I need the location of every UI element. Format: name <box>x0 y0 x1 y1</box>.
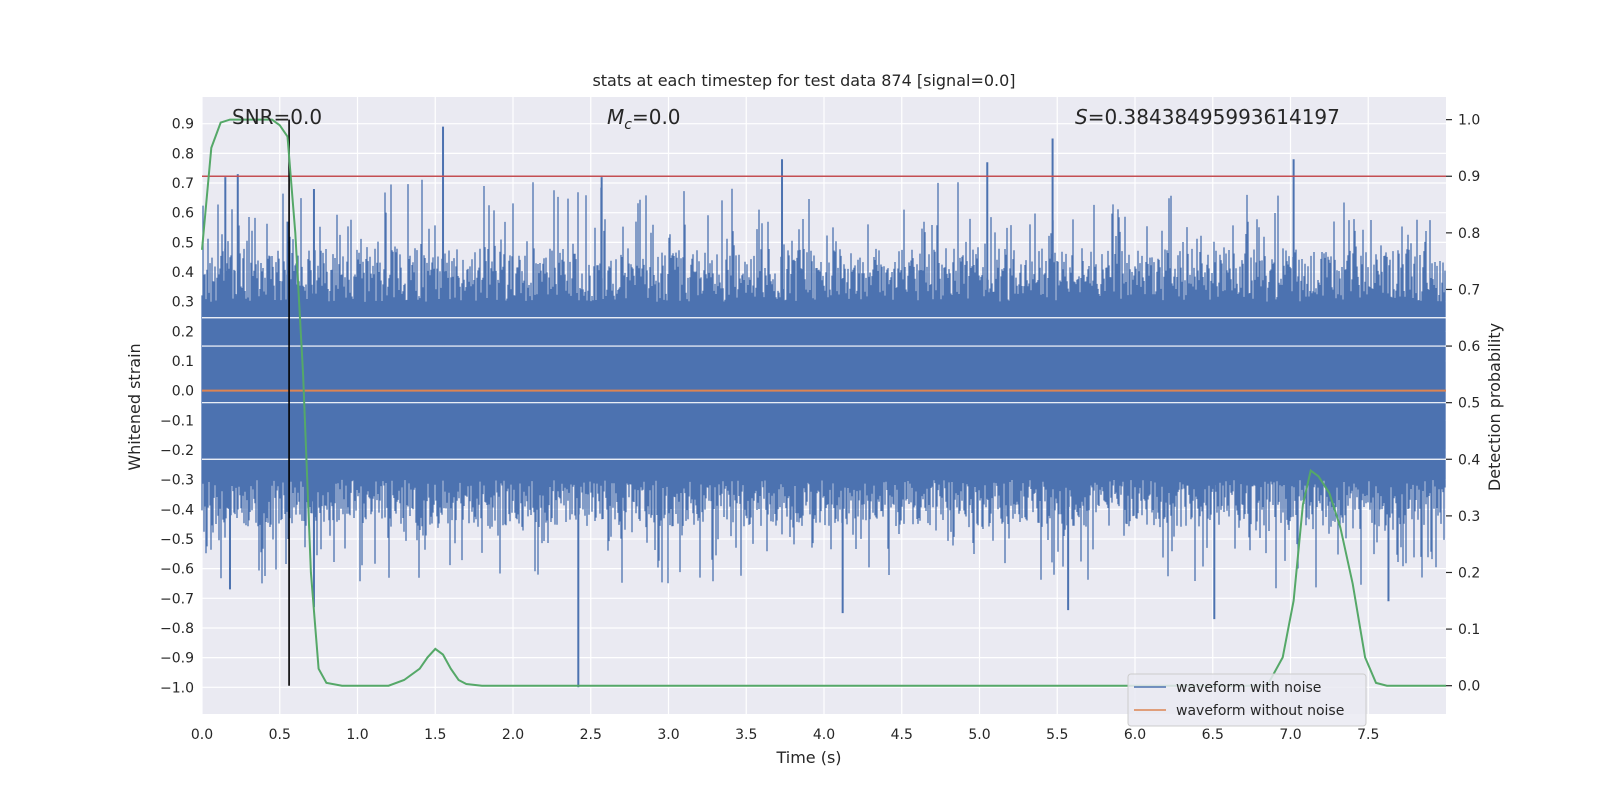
x-axis-ticks: 0.0 0.5 1.0 1.5 2.0 2.5 3.0 3.5 4.0 4.5 5.0 5.5 6.0 6… <box>191 727 1380 743</box>
y2-tick-label: 0.3 <box>1458 509 1480 525</box>
y2-tick-label: 0.1 <box>1458 622 1480 638</box>
s-value: =0.38438495993614197 <box>1088 105 1340 129</box>
x-tick-label: 2.0 <box>502 727 524 743</box>
x-tick-label: 6.5 <box>1202 727 1224 743</box>
y-tick-label: −0.9 <box>160 651 194 667</box>
y2-tick-label: 0.8 <box>1458 226 1480 242</box>
y-tick-label: −0.2 <box>160 443 194 459</box>
x-tick-label: 5.0 <box>968 727 990 743</box>
y-tick-label: 0.2 <box>172 324 194 340</box>
y-tick-label: −0.6 <box>160 562 194 578</box>
chart-title: stats at each timestep for test data 874… <box>592 71 1015 90</box>
legend: waveform with noise waveform without noi… <box>1127 673 1367 727</box>
y-tick-label: 0.6 <box>172 206 194 222</box>
y-tick-label: −0.7 <box>160 591 194 607</box>
y-tick-label: −0.3 <box>160 473 194 489</box>
y2-axis-ticks: 1.0 0.9 0.8 0.7 0.6 0.5 0.4 0.3 0.2 0.1 0.0 <box>1446 113 1480 695</box>
x-tick-label: 6.0 <box>1124 727 1146 743</box>
x-tick-label: 0.5 <box>269 727 291 743</box>
snr-annotation: SNR=0.0 <box>232 105 322 129</box>
y-tick-label: 0.9 <box>172 117 194 133</box>
x-tick-label: 1.5 <box>424 727 446 743</box>
s-annotation: S=0.38438495993614197 <box>1075 105 1340 129</box>
chirp-mass-annotation: Mc=0.0 <box>607 105 681 133</box>
mc-value: =0.0 <box>632 105 681 129</box>
y-axis-ticks: 0.9 0.8 0.7 0.6 0.5 0.4 0.3 0.2 0.1 0.0 −0.1 −0.2 −0… <box>160 117 194 697</box>
y-tick-label: 0.1 <box>172 354 194 370</box>
horizontal-gridlines-overlay <box>202 317 1446 460</box>
y-tick-label: −1.0 <box>160 680 194 696</box>
x-tick-label: 5.5 <box>1046 727 1068 743</box>
y2-tick-label: 0.2 <box>1458 565 1480 581</box>
mc-subscript: c <box>624 117 632 133</box>
y-tick-label: −0.1 <box>160 413 194 429</box>
y-tick-label: 0.5 <box>172 235 194 251</box>
y-tick-label: 0.4 <box>172 265 194 281</box>
x-tick-label: 4.0 <box>813 727 835 743</box>
y-tick-label: −0.4 <box>160 502 194 518</box>
y2-tick-label: 0.7 <box>1458 282 1480 298</box>
s-symbol: S <box>1075 105 1088 129</box>
x-tick-label: 4.5 <box>891 727 913 743</box>
y-tick-label: 0.8 <box>172 146 194 162</box>
x-tick-label: 0.0 <box>191 727 213 743</box>
x-axis-label: Time (s) <box>775 748 841 767</box>
x-tick-label: 1.0 <box>346 727 368 743</box>
y2-tick-label: 0.4 <box>1458 452 1480 468</box>
y-axis-label: Whitened strain <box>125 343 144 470</box>
x-tick-label: 3.5 <box>735 727 757 743</box>
y-tick-label: 0.3 <box>172 295 194 311</box>
y2-tick-label: 0.5 <box>1458 396 1480 412</box>
legend-box <box>1127 673 1367 727</box>
x-tick-label: 2.5 <box>580 727 602 743</box>
y2-axis-label: Detection probability <box>1485 323 1504 491</box>
legend-label-clean: waveform without noise <box>1176 703 1344 719</box>
y2-tick-label: 0.6 <box>1458 339 1480 355</box>
mc-symbol: M <box>607 105 624 129</box>
y2-tick-label: 0.9 <box>1458 169 1480 185</box>
x-tick-label: 3.0 <box>657 727 679 743</box>
x-tick-label: 7.5 <box>1357 727 1379 743</box>
y-tick-label: −0.5 <box>160 532 194 548</box>
x-tick-label: 7.0 <box>1279 727 1301 743</box>
y-tick-label: 0.0 <box>172 384 194 400</box>
series-detection-probability <box>201 118 1446 687</box>
y2-tick-label: 1.0 <box>1458 113 1480 129</box>
y-tick-label: −0.8 <box>160 621 194 637</box>
y2-tick-label: 0.0 <box>1458 679 1480 695</box>
legend-label-noise: waveform with noise <box>1176 680 1321 696</box>
y-tick-label: 0.7 <box>172 176 194 192</box>
